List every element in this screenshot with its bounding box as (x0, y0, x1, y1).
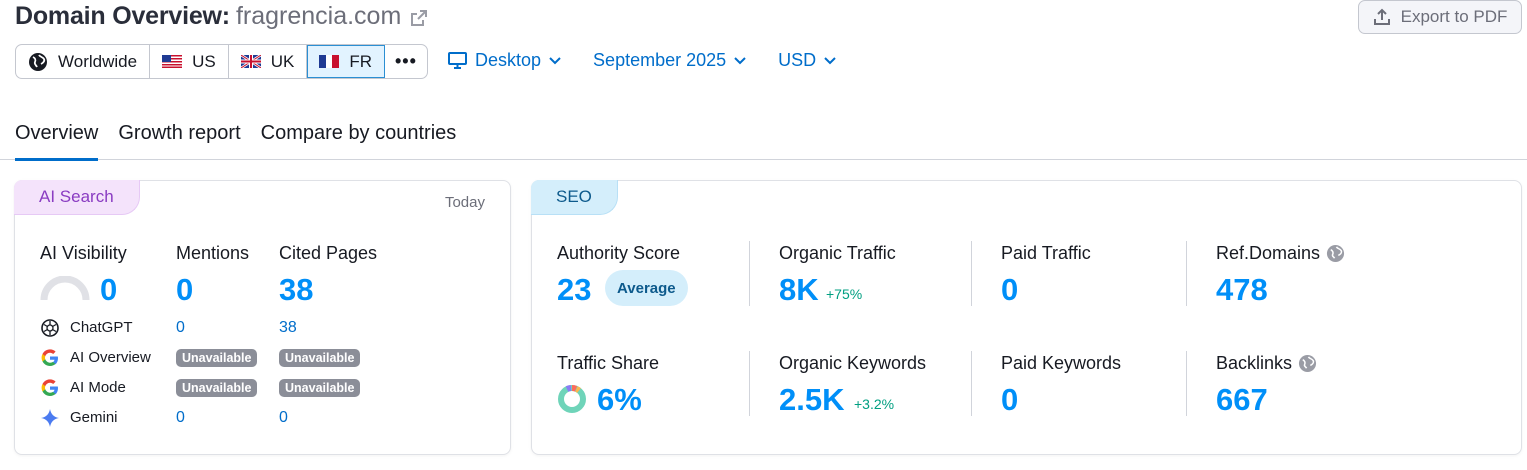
gemini-icon (41, 409, 59, 427)
backlinks-label: Backlinks (1216, 353, 1293, 373)
us-flag-icon (162, 55, 183, 68)
ref-domains-label: Ref.Domains (1216, 243, 1321, 263)
db-uk-label: UK (270, 51, 295, 71)
ai-mode-label: AI Mode (70, 379, 126, 396)
chevron-down-icon (549, 56, 561, 64)
organic-traffic-label: Organic Traffic (779, 243, 896, 263)
fr-flag-icon (319, 55, 340, 68)
export-pdf-button[interactable]: Export to PDF (1358, 0, 1522, 34)
authority-score-value[interactable]: 23 (557, 272, 592, 307)
tab-overview[interactable]: Overview (15, 112, 99, 161)
filters-bar: Desktop September 2025 USD (448, 50, 868, 71)
backlinks-header: Backlinks (1216, 353, 1317, 374)
divider (749, 241, 750, 306)
ai-visibility-gauge (40, 276, 90, 301)
tab-compare-by-countries[interactable]: Compare by countries (260, 122, 457, 144)
chatgpt-icon (41, 319, 59, 337)
device-selector[interactable]: Desktop (448, 50, 561, 71)
organic-keywords-value[interactable]: 2.5K (779, 382, 845, 417)
ai-mode-mentions-badge: Unavailable (176, 379, 258, 397)
google-icon (41, 349, 58, 366)
divider (971, 351, 972, 416)
organic-traffic-delta: +75% (826, 286, 863, 302)
traffic-share-donut (558, 385, 586, 413)
ai-search-card: AI Search Today AI Visibility 0 Mentions… (14, 180, 511, 455)
desktop-icon (448, 51, 467, 69)
db-fr-button[interactable]: FR (307, 45, 385, 78)
divider (749, 351, 750, 416)
chatgpt-label: ChatGPT (70, 319, 133, 336)
traffic-share-label: Traffic Share (557, 353, 660, 373)
paid-traffic-value[interactable]: 0 (1001, 272, 1019, 307)
backlinks-value[interactable]: 667 (1216, 382, 1268, 417)
organic-keywords-label: Organic Keywords (779, 353, 927, 373)
organic-keywords-delta: +3.2% (854, 396, 895, 412)
divider (1186, 351, 1187, 416)
more-databases-button[interactable]: ••• (385, 45, 427, 78)
paid-traffic-label: Paid Traffic (1001, 243, 1091, 263)
authority-badge: Average (605, 270, 688, 306)
chevron-down-icon (824, 56, 836, 64)
db-us-button[interactable]: US (150, 45, 229, 78)
paid-keywords-value[interactable]: 0 (1001, 382, 1019, 417)
currency-selector[interactable]: USD (778, 50, 836, 71)
seo-tag: SEO (531, 180, 618, 215)
ai-visibility-value[interactable]: 0 (100, 272, 118, 307)
ref-domains-value[interactable]: 478 (1216, 272, 1268, 307)
mentions-value[interactable]: 0 (176, 272, 194, 307)
db-worldwide-label: Worldwide (58, 51, 138, 71)
divider (1186, 241, 1187, 306)
db-fr-label: FR (349, 51, 372, 71)
ai-overview-mentions-badge: Unavailable (176, 349, 258, 367)
gemini-label: Gemini (70, 409, 118, 426)
globe-info-icon[interactable] (1326, 244, 1345, 263)
upload-icon (1373, 8, 1390, 25)
external-link-icon[interactable] (409, 8, 429, 28)
google-icon (41, 379, 58, 396)
gemini-cited[interactable]: 0 (279, 409, 288, 426)
page-title: Domain Overview: (15, 2, 230, 30)
ref-domains-header: Ref.Domains (1216, 243, 1345, 264)
device-label: Desktop (475, 50, 542, 70)
globe-info-icon[interactable] (1298, 354, 1317, 373)
date-selector[interactable]: September 2025 (593, 50, 746, 71)
ai-overview-cited-badge: Unavailable (279, 349, 361, 367)
date-label: September 2025 (593, 50, 727, 70)
traffic-share-value[interactable]: 6% (597, 382, 642, 417)
ai-search-tag: AI Search (14, 180, 140, 215)
more-icon: ••• (394, 51, 417, 71)
tabs-divider (0, 159, 1527, 160)
ai-visibility-label: AI Visibility (40, 243, 127, 263)
divider (971, 241, 972, 306)
gemini-mentions[interactable]: 0 (176, 409, 185, 426)
organic-traffic-value[interactable]: 8K (779, 272, 819, 307)
db-worldwide-button[interactable]: Worldwide (16, 45, 151, 78)
mentions-label: Mentions (176, 243, 250, 263)
page-header: Domain Overview: fragrencia.com (15, 2, 429, 31)
db-us-label: US (192, 51, 216, 71)
paid-keywords-label: Paid Keywords (1001, 353, 1122, 373)
globe-icon (29, 52, 47, 71)
seo-card: SEO Authority Score 23 Average Organic T… (531, 180, 1522, 455)
authority-score-label: Authority Score (557, 243, 681, 263)
uk-flag-icon (240, 55, 261, 68)
ai-overview-label: AI Overview (70, 349, 151, 366)
cited-pages-label: Cited Pages (279, 243, 378, 263)
db-uk-button[interactable]: UK (229, 45, 308, 78)
ai-mode-cited-badge: Unavailable (279, 379, 361, 397)
chatgpt-cited[interactable]: 38 (279, 319, 297, 336)
chatgpt-mentions[interactable]: 0 (176, 319, 185, 336)
export-label: Export to PDF (1400, 7, 1508, 26)
tab-growth-report[interactable]: Growth report (118, 122, 241, 144)
tabs-bar: Overview Growth report Compare by countr… (15, 112, 1527, 161)
currency-label: USD (778, 50, 817, 70)
database-selector: Worldwide US UK FR (15, 44, 428, 79)
cited-pages-value[interactable]: 38 (279, 272, 314, 307)
domain-name[interactable]: fragrencia.com (235, 2, 402, 30)
date-note: Today (444, 194, 485, 211)
chevron-down-icon (734, 56, 746, 64)
